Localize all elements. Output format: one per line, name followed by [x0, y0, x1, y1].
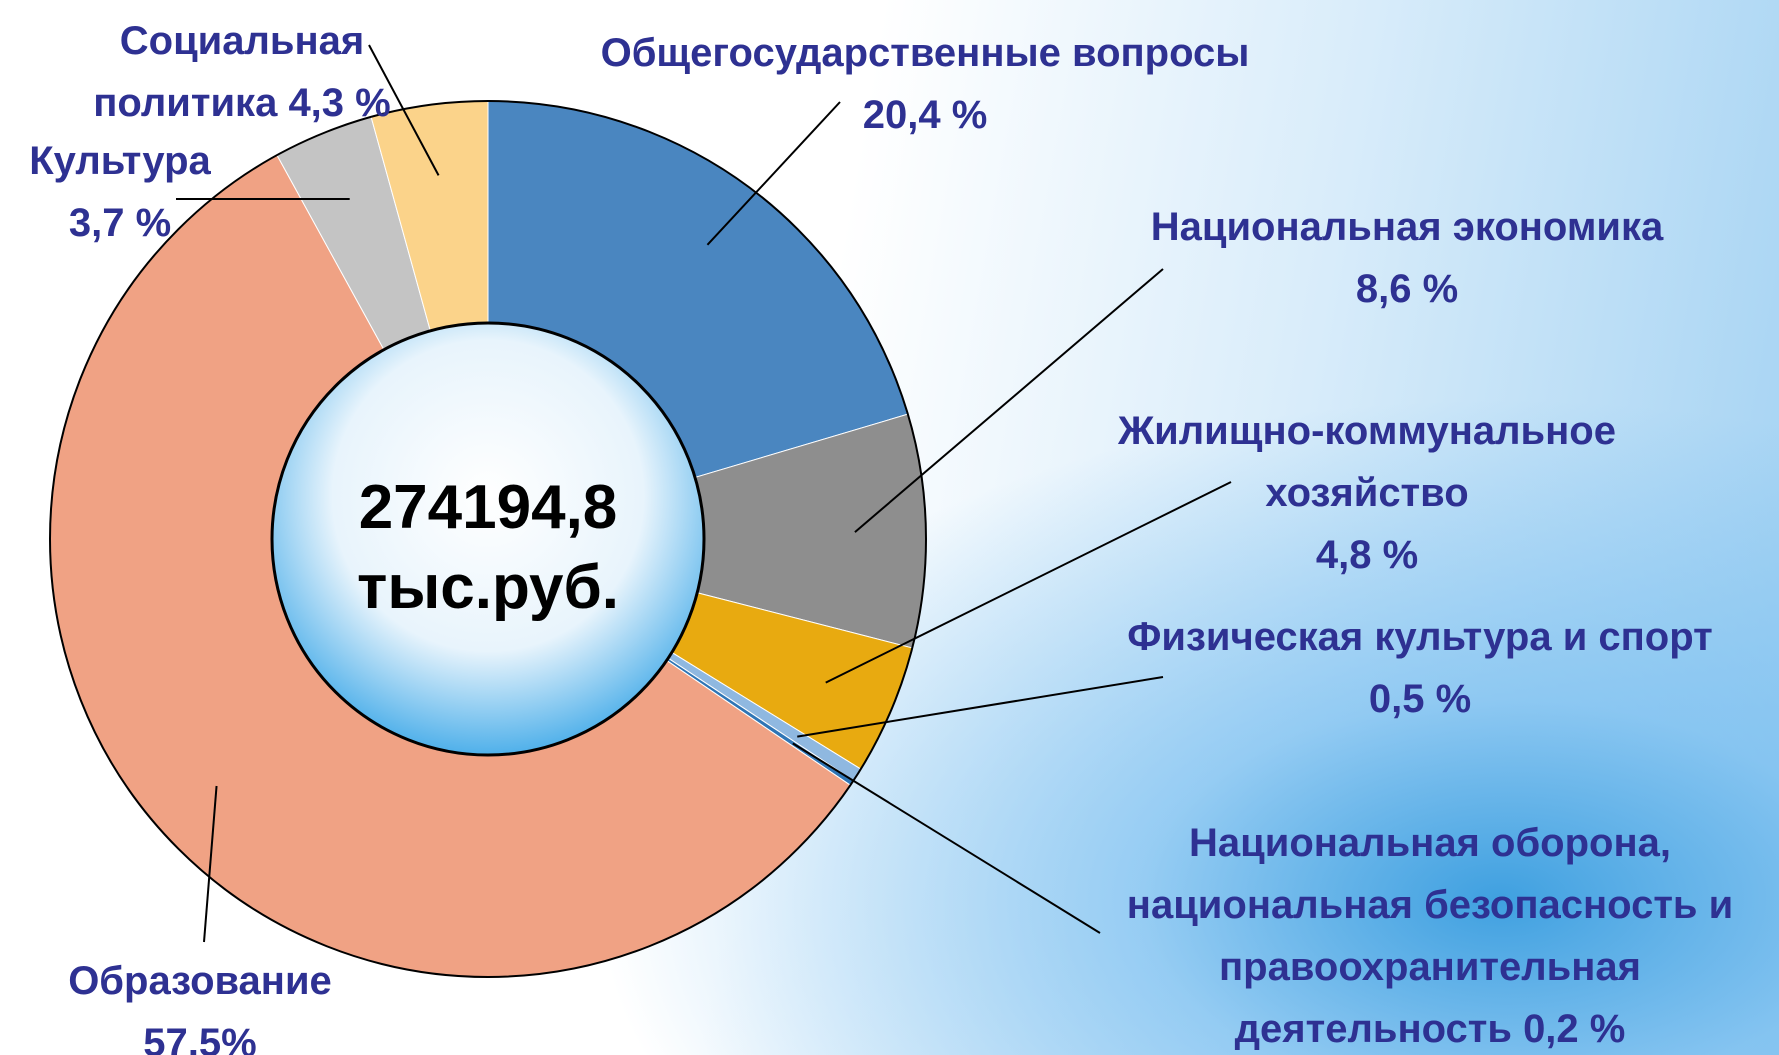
- category-label: Физическая культура и спорт: [1127, 615, 1713, 659]
- value-label: 4,3 %: [288, 81, 391, 125]
- category-label: Социальная политика: [93, 19, 365, 125]
- value-label: 0,2 %: [1523, 1007, 1626, 1051]
- category-label: Общегосударственные вопросы: [600, 31, 1250, 75]
- leader-line: [825, 481, 1232, 684]
- donut-hole: [270, 321, 706, 757]
- slice-label: Культура 3,7 %: [0, 130, 240, 254]
- value-label: 57,5%: [143, 1021, 257, 1055]
- value-label: 0,5 %: [1368, 677, 1472, 721]
- category-label: Культура: [29, 139, 211, 183]
- leader-line: [797, 676, 1164, 738]
- center-text: 274194,8: [359, 473, 618, 542]
- leader-line: [706, 101, 841, 246]
- value-label: 4,8 %: [1315, 533, 1419, 577]
- value-label: 20,4 %: [862, 93, 988, 137]
- value-label: 3,7 %: [68, 201, 172, 245]
- slice-label: Национальная экономика 8,6 %: [1057, 196, 1757, 320]
- center-text: тыс.руб.: [357, 553, 619, 622]
- slice-label: Образование 57,5%: [0, 950, 400, 1055]
- donut-outline: [49, 100, 927, 978]
- category-label: Жилищно-коммунальное хозяйство: [1118, 409, 1616, 515]
- slice-label: Физическая культура и спорт 0,5 %: [1040, 606, 1779, 730]
- value-label: 8,6 %: [1355, 267, 1459, 311]
- leader-line: [854, 268, 1164, 533]
- category-label: Национальная экономика: [1150, 205, 1664, 249]
- slice-label: Жилищно-коммунальное хозяйство 4,8 %: [1047, 400, 1687, 586]
- slice-label: Национальная оборона, национальная безоп…: [1080, 812, 1779, 1055]
- slice-label: Общегосударственные вопросы 20,4 %: [515, 22, 1335, 146]
- leader-line: [792, 742, 1101, 934]
- category-label: Национальная оборона, национальная безоп…: [1126, 821, 1734, 1051]
- leader-line: [203, 785, 218, 943]
- leader-line: [368, 44, 440, 176]
- category-label: Образование: [68, 959, 332, 1003]
- slice-label: Социальная политика 4,3 %: [52, 10, 432, 134]
